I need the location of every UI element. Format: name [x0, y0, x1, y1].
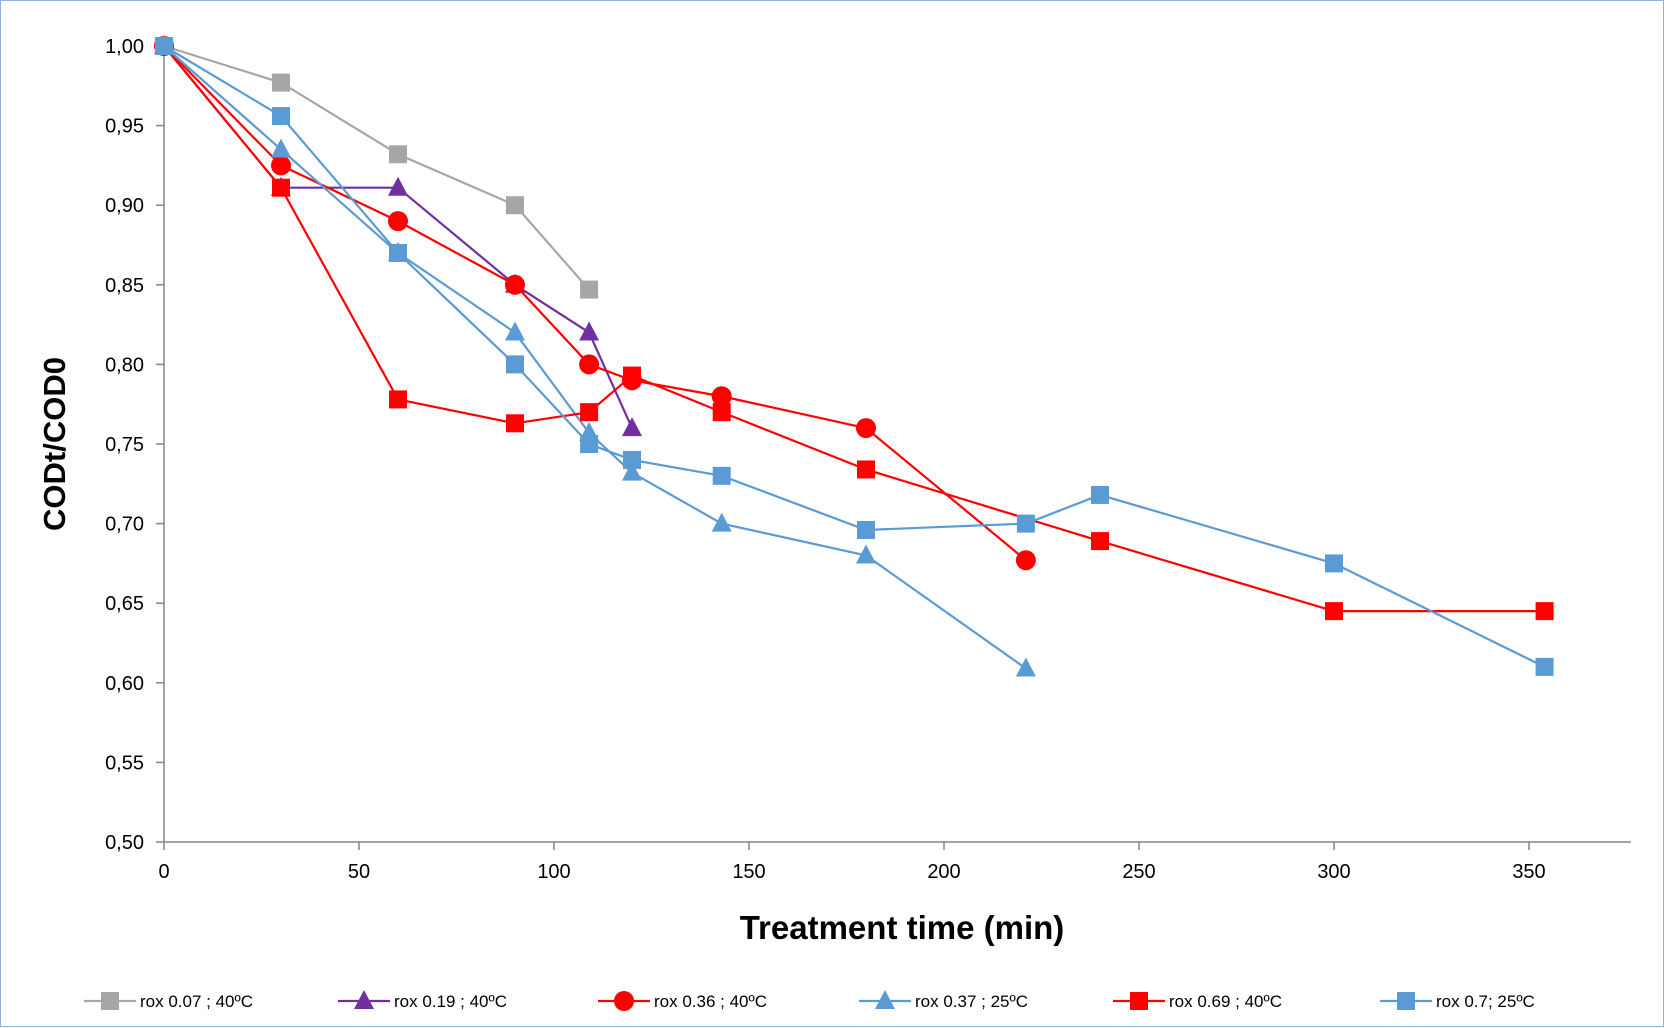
legend-item-rox-0-69-40-c: rox 0.69 ; 40ºC — [1113, 992, 1282, 1011]
data-point — [388, 211, 408, 232]
legend-marker — [614, 991, 634, 1011]
legend-item-rox-0-36-40-c: rox 0.36 ; 40ºC — [598, 991, 767, 1011]
series-layer — [154, 35, 1554, 677]
legend-label: rox 0.69 ; 40ºC — [1169, 992, 1282, 1011]
y-ticks: 0,50 0,55 0,60 0,65 0,70 0,75 0,80 0,85 0,90 0,95… — [105, 36, 164, 854]
series-line — [163, 45, 1027, 562]
data-point — [1091, 485, 1109, 504]
y-tick-label: 0,55 — [105, 752, 144, 774]
y-tick-label: 0,90 — [105, 195, 144, 217]
data-point — [506, 414, 524, 433]
series-line — [163, 45, 1546, 668]
legend-marker — [1397, 992, 1415, 1010]
data-point — [389, 145, 407, 164]
data-point — [623, 450, 641, 469]
y-tick-label: 0,80 — [105, 354, 144, 376]
y-tick-label: 0,60 — [105, 673, 144, 695]
data-point — [1015, 657, 1036, 677]
data-point — [505, 274, 525, 295]
data-point — [580, 435, 599, 453]
x-tick-label: 0 — [158, 861, 169, 883]
data-point — [579, 354, 600, 375]
legend-item-rox-0-07-40-c: rox 0.07 ; 40ºC — [84, 992, 253, 1011]
data-point — [506, 196, 524, 215]
data-point — [712, 466, 731, 485]
data-point — [622, 461, 642, 481]
data-point — [622, 417, 642, 437]
data-point — [1015, 550, 1036, 571]
y-tick-label: 0,65 — [105, 593, 144, 615]
legend-marker — [875, 990, 895, 1009]
axes — [163, 46, 1631, 843]
data-point — [1325, 602, 1343, 621]
data-point — [711, 386, 732, 407]
data-point — [271, 138, 291, 158]
y-tick-label: 0,95 — [105, 116, 144, 138]
series-line — [163, 44, 590, 291]
y-tick-label: 0,75 — [105, 434, 144, 456]
series-rox-0-69-40-c — [155, 37, 1554, 621]
data-point — [623, 366, 641, 385]
data-point — [857, 460, 875, 479]
legend-label: rox 0.36 ; 40ºC — [654, 992, 767, 1011]
legend-marker — [354, 990, 374, 1009]
legend-marker — [1130, 992, 1148, 1010]
data-point — [272, 178, 290, 197]
legend-marker — [101, 992, 119, 1010]
data-point — [857, 520, 875, 539]
y-tick-label: 0,70 — [105, 514, 144, 536]
data-point — [712, 403, 731, 422]
series-line — [163, 45, 634, 429]
data-point — [579, 321, 600, 341]
x-tick-label: 50 — [348, 861, 370, 883]
y-axis-title: CODt/COD0 — [37, 357, 72, 531]
series-rox-0-7-25-c — [155, 37, 1554, 676]
data-point — [155, 37, 173, 55]
data-point — [580, 280, 599, 299]
data-point — [272, 73, 290, 92]
data-point — [580, 403, 599, 422]
x-tick-label: 300 — [1317, 861, 1350, 883]
legend-label: rox 0.7; 25ºC — [1436, 992, 1535, 1011]
x-ticks: 0 50 100 150 200 250 300 350 — [158, 842, 1546, 883]
data-point — [856, 544, 876, 564]
y-tick-label: 0,85 — [105, 275, 144, 297]
legend-item-rox-0-37-25-c: rox 0.37 ; 25ºC — [859, 990, 1028, 1011]
legend-label: rox 0.37 ; 25ºC — [915, 992, 1028, 1011]
data-point — [856, 418, 876, 439]
y-tick-label: 0,50 — [105, 832, 144, 854]
data-point — [711, 512, 732, 532]
data-point — [505, 321, 525, 341]
data-point — [1016, 514, 1035, 533]
x-tick-label: 100 — [537, 861, 570, 883]
data-point — [1325, 554, 1343, 573]
x-tick-label: 250 — [1122, 861, 1155, 883]
data-point — [1535, 602, 1554, 621]
legend-item-rox-0-19-40-c: rox 0.19 ; 40ºC — [338, 990, 507, 1011]
legend: rox 0.07 ; 40ºC rox 0.19 ; 40ºC rox 0.36 ;… — [84, 990, 1535, 1011]
data-point — [1091, 532, 1109, 551]
x-tick-label: 350 — [1512, 861, 1545, 883]
x-tick-label: 150 — [732, 861, 765, 883]
data-point — [388, 176, 408, 196]
legend-label: rox 0.07 ; 40ºC — [140, 992, 253, 1011]
data-point — [389, 243, 407, 262]
series-rox-0-07-40-c — [155, 37, 599, 299]
x-axis-title: Treatment time (min) — [740, 909, 1065, 946]
data-point — [271, 155, 291, 176]
data-point — [1535, 657, 1554, 676]
data-point — [506, 355, 524, 374]
data-point — [389, 390, 407, 409]
data-point — [272, 107, 290, 126]
legend-item-rox-0-7-25-c: rox 0.7; 25ºC — [1380, 992, 1535, 1011]
series-rox-0-19-40-c — [154, 35, 642, 437]
y-tick-label: 1,00 — [105, 36, 144, 58]
series-rox-0-37-25-c — [154, 35, 1036, 677]
x-tick-label: 200 — [927, 861, 960, 883]
legend-label: rox 0.19 ; 40ºC — [394, 992, 507, 1011]
